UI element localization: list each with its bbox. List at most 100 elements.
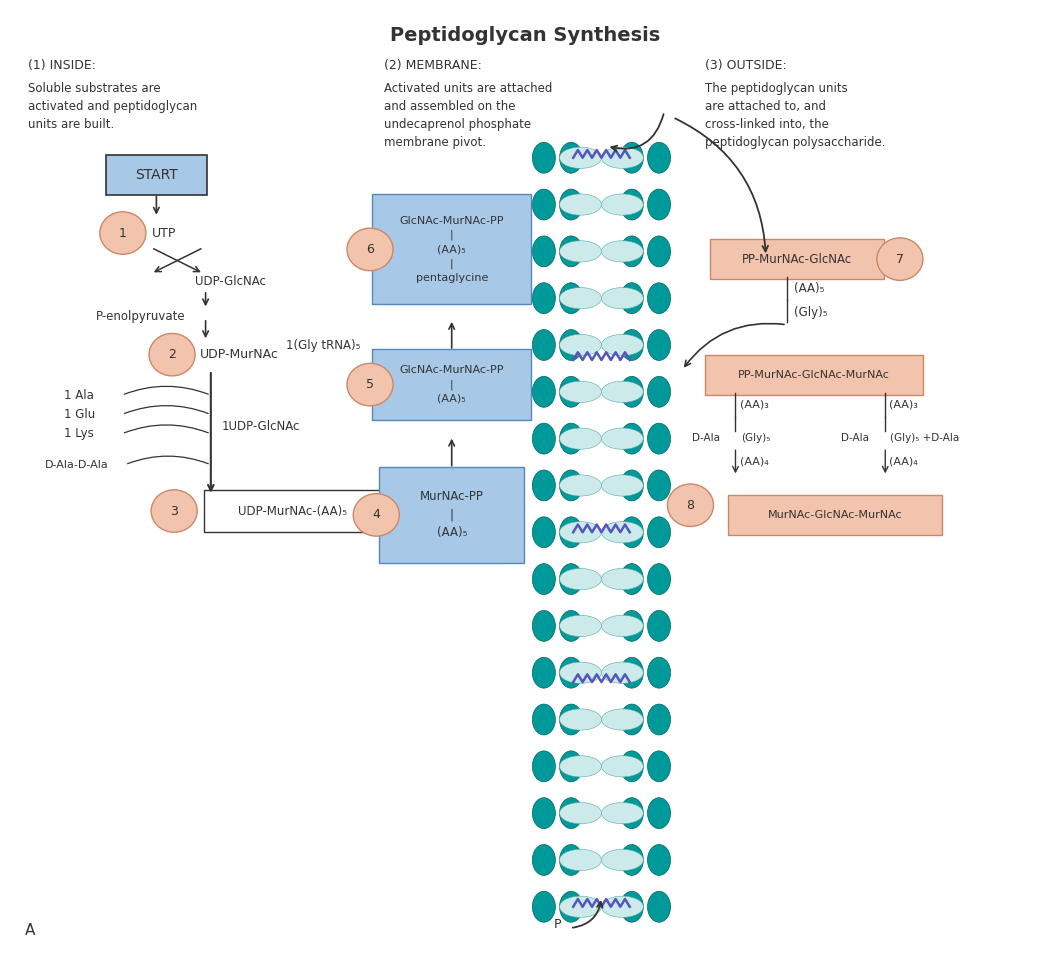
Text: Soluble substrates are
activated and peptidoglycan
units are built.: Soluble substrates are activated and pep…: [27, 82, 196, 132]
Ellipse shape: [602, 147, 644, 168]
Text: 1 Ala: 1 Ala: [64, 389, 94, 402]
Ellipse shape: [602, 849, 644, 870]
Ellipse shape: [532, 892, 555, 923]
Ellipse shape: [621, 517, 644, 548]
Ellipse shape: [602, 334, 644, 355]
FancyBboxPatch shape: [379, 468, 525, 562]
Text: 7: 7: [896, 253, 904, 265]
Ellipse shape: [648, 517, 671, 548]
Ellipse shape: [560, 236, 583, 267]
Text: 3: 3: [170, 504, 178, 518]
Ellipse shape: [602, 662, 644, 683]
Ellipse shape: [560, 428, 602, 449]
Ellipse shape: [602, 802, 644, 824]
Ellipse shape: [602, 241, 644, 262]
Ellipse shape: [602, 194, 644, 215]
Text: D-Ala: D-Ala: [692, 433, 719, 442]
Text: 1: 1: [119, 227, 127, 239]
Text: 6: 6: [366, 243, 374, 256]
Ellipse shape: [560, 844, 583, 875]
Circle shape: [668, 484, 714, 527]
Ellipse shape: [560, 423, 583, 454]
Text: MurNAc-GlcNAc-MurNAc: MurNAc-GlcNAc-MurNAc: [768, 510, 902, 520]
Ellipse shape: [648, 329, 671, 360]
Text: (Gly)₅ +D-Ala: (Gly)₅ +D-Ala: [890, 433, 960, 442]
Ellipse shape: [621, 283, 644, 314]
Ellipse shape: [560, 756, 602, 777]
Ellipse shape: [560, 751, 583, 782]
Text: (AA)₄: (AA)₄: [889, 457, 918, 467]
Ellipse shape: [621, 563, 644, 594]
Text: (Gly)₅: (Gly)₅: [740, 433, 770, 442]
Ellipse shape: [621, 329, 644, 360]
Ellipse shape: [560, 377, 583, 408]
Ellipse shape: [532, 283, 555, 314]
Circle shape: [151, 490, 197, 532]
Text: 4: 4: [373, 508, 380, 522]
FancyBboxPatch shape: [106, 155, 207, 196]
Ellipse shape: [621, 611, 644, 642]
Ellipse shape: [532, 611, 555, 642]
Ellipse shape: [560, 657, 583, 688]
FancyBboxPatch shape: [372, 348, 531, 420]
Text: (AA)₄: (AA)₄: [739, 457, 769, 467]
Text: (AA)₃: (AA)₃: [889, 400, 919, 409]
Circle shape: [149, 333, 195, 376]
Ellipse shape: [648, 423, 671, 454]
Text: (AA)₅: (AA)₅: [794, 282, 824, 294]
Ellipse shape: [560, 611, 583, 642]
Ellipse shape: [648, 470, 671, 500]
Ellipse shape: [532, 844, 555, 875]
Ellipse shape: [560, 704, 583, 735]
Text: P-enolpyruvate: P-enolpyruvate: [96, 310, 185, 322]
Text: (2) MEMBRANE:: (2) MEMBRANE:: [383, 59, 482, 73]
Circle shape: [353, 494, 399, 536]
Text: (Gly)₅: (Gly)₅: [794, 306, 827, 318]
Ellipse shape: [532, 470, 555, 500]
Circle shape: [877, 238, 923, 281]
Ellipse shape: [560, 194, 602, 215]
Text: PP-MurNAc-GlcNAc-MurNAc: PP-MurNAc-GlcNAc-MurNAc: [738, 370, 890, 379]
Ellipse shape: [560, 568, 602, 590]
Ellipse shape: [621, 751, 644, 782]
Ellipse shape: [532, 751, 555, 782]
Ellipse shape: [560, 896, 602, 918]
FancyBboxPatch shape: [204, 490, 381, 532]
Ellipse shape: [602, 475, 644, 496]
Text: UDP-MurNAc-(AA)₅: UDP-MurNAc-(AA)₅: [238, 504, 346, 518]
Ellipse shape: [621, 798, 644, 829]
Text: 1UDP-GlcNAc: 1UDP-GlcNAc: [222, 419, 299, 433]
Text: GlcNAc-MurNAc-PP
|
(AA)₅: GlcNAc-MurNAc-PP | (AA)₅: [399, 365, 504, 404]
Text: (AA)₃: (AA)₃: [739, 400, 769, 409]
Ellipse shape: [602, 896, 644, 918]
Circle shape: [346, 228, 393, 271]
Text: MurNAc-PP
|
(AA)₅: MurNAc-PP | (AA)₅: [420, 491, 484, 539]
Ellipse shape: [560, 709, 602, 730]
Circle shape: [346, 363, 393, 406]
FancyBboxPatch shape: [728, 495, 942, 535]
Ellipse shape: [560, 334, 602, 355]
Ellipse shape: [560, 522, 602, 543]
Ellipse shape: [532, 704, 555, 735]
Text: 1(Gly tRNA)₅: 1(Gly tRNA)₅: [287, 340, 360, 352]
Ellipse shape: [560, 849, 602, 870]
Ellipse shape: [621, 236, 644, 267]
Text: +: +: [403, 523, 419, 540]
Ellipse shape: [648, 563, 671, 594]
Ellipse shape: [560, 802, 602, 824]
Ellipse shape: [560, 616, 602, 637]
Ellipse shape: [560, 563, 583, 594]
Ellipse shape: [602, 522, 644, 543]
Text: 5: 5: [366, 378, 374, 391]
Text: UDP-GlcNAc: UDP-GlcNAc: [195, 275, 266, 287]
Ellipse shape: [532, 329, 555, 360]
Text: 1 Lys: 1 Lys: [64, 427, 93, 440]
FancyBboxPatch shape: [372, 195, 531, 305]
Text: P: P: [554, 918, 562, 930]
Ellipse shape: [560, 287, 602, 309]
Text: 1 Glu: 1 Glu: [64, 408, 96, 421]
Ellipse shape: [532, 142, 555, 173]
Ellipse shape: [648, 751, 671, 782]
Ellipse shape: [648, 798, 671, 829]
Ellipse shape: [560, 517, 583, 548]
